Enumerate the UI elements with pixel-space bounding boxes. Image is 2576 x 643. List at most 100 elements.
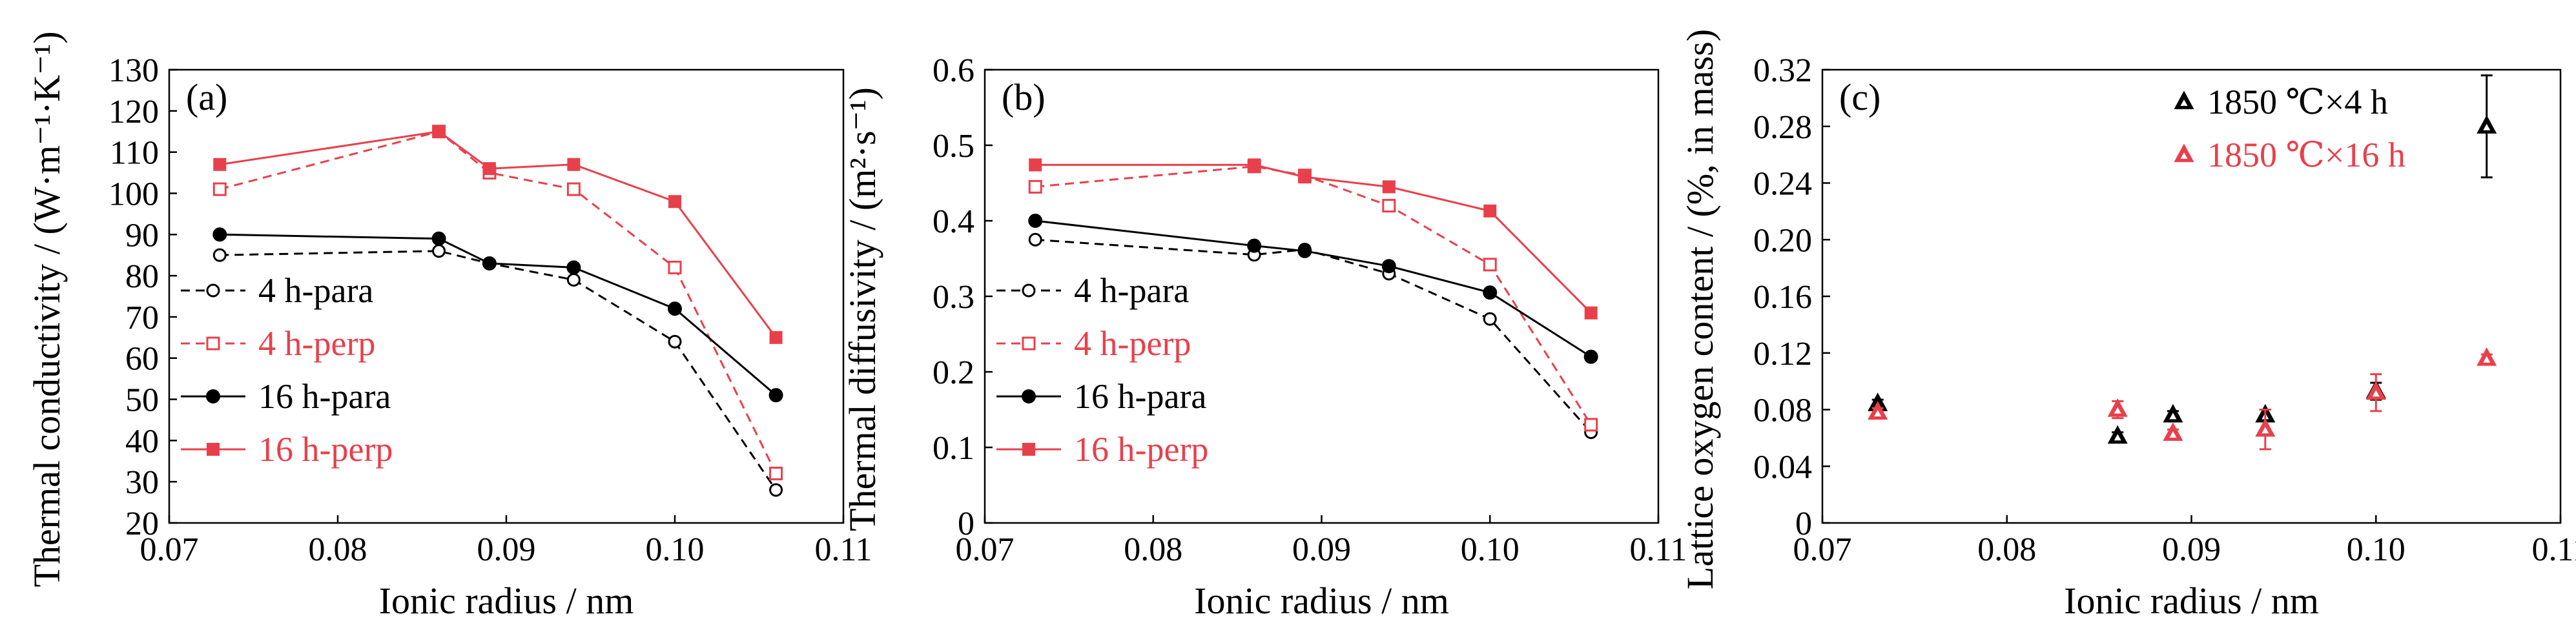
data-point — [1483, 204, 1497, 218]
y-tick-label: 0.2 — [933, 354, 974, 391]
y-tick-label: 130 — [108, 52, 159, 89]
data-point — [668, 260, 682, 274]
data-point — [1248, 158, 1261, 172]
series-3 — [213, 125, 783, 344]
data-point — [567, 158, 581, 171]
x-tick-label: 0.09 — [1292, 531, 1351, 568]
data-point — [212, 248, 227, 262]
x-tick-label: 0.08 — [309, 531, 367, 568]
x-tick-label: 0.08 — [1977, 531, 2036, 568]
y-tick-label: 100 — [108, 176, 159, 212]
data-point — [769, 483, 783, 497]
panel-label: (a) — [186, 76, 227, 118]
y-tick-label: 120 — [108, 94, 159, 130]
legend-label: 16 h-perp — [258, 430, 393, 469]
data-point — [212, 227, 227, 242]
y-tick-label: 0.08 — [1753, 393, 1812, 429]
data-point — [1298, 170, 1312, 184]
y-tick-label: 20 — [125, 505, 159, 542]
data-point-hole — [2114, 407, 2121, 414]
x-tick-label: 0.11 — [2531, 531, 2576, 568]
x-axis-title: Ionic radius / nm — [1194, 580, 1449, 622]
x-axis-title: Ionic radius / nm — [2064, 580, 2319, 622]
data-point — [1483, 312, 1497, 326]
legend: 4 h-para 4 h-perp 16 h-para 16 h-perp — [181, 271, 393, 469]
series-line — [220, 233, 777, 396]
x-tick-label: 0.10 — [1461, 531, 1520, 568]
y-axis-title: Lattice oxygen content / (%, in mass) — [1679, 29, 1721, 589]
data-point-hole — [2483, 123, 2491, 130]
y-tick-label: 0.1 — [933, 430, 974, 467]
chart-panel-a: 0.07 0.08 0.09 0.10 0.11 20 30 40 50 60 70 80 90 100 1… — [26, 31, 872, 622]
chart-panel-b: 0.07 0.08 0.09 0.10 0.11 0 0.1 0.2 0.3 0.4 0.5 0.6 I… — [841, 52, 1687, 622]
y-tick-label: 70 — [125, 300, 159, 336]
legend-label: 4 h-para — [258, 271, 373, 310]
x-tick-label: 0.07 — [1793, 531, 1852, 568]
data-point — [432, 125, 446, 138]
data-point — [482, 162, 496, 176]
data-point — [1028, 179, 1042, 194]
data-point — [668, 334, 682, 349]
data-point-hole — [2483, 356, 2491, 363]
x-tick-label: 0.09 — [477, 531, 536, 568]
x-axis-title: Ionic radius / nm — [379, 580, 634, 622]
y-axis-title: Thermal diffusivity / (m²·s⁻¹) — [841, 87, 883, 531]
data-point — [1583, 349, 1598, 364]
data-point — [769, 466, 783, 480]
legend-marker — [1022, 389, 1036, 403]
y-tick-label: 0.3 — [933, 279, 974, 316]
legend-marker — [206, 336, 220, 351]
series-3 — [1029, 158, 1598, 320]
data-point — [1381, 259, 1396, 274]
y-tick-label: 0.24 — [1753, 166, 1812, 203]
y-tick-label: 0.12 — [1753, 336, 1812, 373]
legend-label: 16 h-para — [258, 377, 391, 416]
data-point — [213, 158, 227, 171]
legend-label: 1850 ℃×16 h — [2207, 136, 2406, 174]
series-line — [1035, 238, 1592, 433]
legend-marker — [206, 283, 220, 298]
data-point-hole — [1874, 410, 1882, 416]
data-point — [566, 182, 581, 196]
y-axis-title: Thermal conductivity / (W·m⁻¹·K⁻¹) — [26, 31, 68, 587]
y-tick-label: 0 — [1795, 505, 1812, 542]
legend: 4 h-para 4 h-perp 16 h-para 16 h-perp — [996, 271, 1208, 469]
y-tick-label: 0.16 — [1753, 279, 1812, 316]
data-point — [1382, 180, 1396, 194]
x-tick-label: 0.07 — [956, 531, 1015, 568]
y-tick-label: 110 — [110, 135, 159, 172]
data-point-hole — [2372, 390, 2380, 397]
data-point-hole — [2262, 427, 2269, 434]
x-tick-label: 0.08 — [1124, 531, 1182, 568]
legend-marker-hole — [2180, 152, 2188, 159]
y-tick-label: 0.04 — [1753, 449, 1812, 485]
data-point — [1247, 238, 1262, 253]
series-line — [220, 130, 777, 338]
x-tick-label: 0.10 — [2347, 531, 2406, 568]
legend-label: 4 h-perp — [1074, 324, 1191, 363]
legend-label: 4 h-perp — [258, 324, 375, 363]
data-point — [1483, 285, 1498, 300]
series-line — [1035, 219, 1592, 358]
data-point — [432, 244, 446, 258]
legend-marker — [207, 443, 220, 456]
y-tick-label: 80 — [125, 258, 159, 295]
data-point — [668, 195, 681, 209]
y-tick-label: 60 — [125, 341, 159, 378]
chart-panel-c: 0.07 0.08 0.09 0.10 0.11 0 0.04 0.08 0.12 0.16 0.2… — [1679, 29, 2576, 622]
legend-marker — [1022, 443, 1035, 456]
series-2 — [212, 227, 783, 403]
series-line — [1035, 165, 1592, 425]
data-point — [431, 231, 446, 246]
legend-marker — [1022, 336, 1036, 351]
data-point — [768, 388, 783, 403]
y-tick-label: 50 — [125, 382, 159, 419]
legend-marker-hole — [2180, 99, 2188, 107]
data-point — [1483, 258, 1497, 272]
data-point-hole — [2169, 413, 2177, 420]
data-point — [668, 301, 682, 316]
data-point — [1584, 418, 1598, 432]
y-tick-label: 0.28 — [1753, 109, 1812, 146]
data-point — [1584, 306, 1598, 320]
data-point — [769, 331, 783, 344]
